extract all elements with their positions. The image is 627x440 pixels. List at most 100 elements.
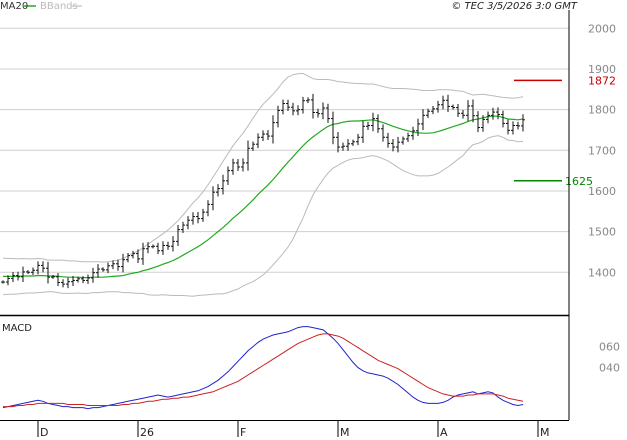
price-bar [231,158,235,175]
price-bars [1,93,525,289]
price-bar [381,124,385,142]
price-bar [246,140,250,171]
price-bar [46,261,50,284]
price-bar [236,159,240,171]
price-bar [321,102,325,120]
price-bar [26,270,30,275]
price-tick-2000: 2000 [588,22,616,35]
price-bar [276,105,280,128]
price-bar [471,99,475,123]
price-bar [466,100,470,122]
price-bar [16,271,20,281]
price-bar [446,94,450,112]
price-bar [431,105,435,115]
copyright-text: © TEC 3/5/2026 3:0 GMT [451,1,578,12]
price-bar [91,267,95,283]
price-bar [81,276,85,284]
price-bar [1,280,5,284]
price-bar [411,126,415,140]
macd-axis-ticks: 060 040 [599,341,620,375]
bollinger-bands [2,72,524,297]
price-bar [456,103,460,117]
price-bar [506,119,510,135]
price-tick-1400: 1400 [588,266,616,279]
macd-label: MACD [2,323,32,334]
signal-line [3,333,524,408]
price-bar [371,112,375,132]
price-bar [496,107,500,120]
price-bar [376,114,380,133]
bbands-lower [2,135,524,297]
price-bar [301,96,305,114]
price-bar [416,118,420,136]
price-bar [216,184,220,197]
price-bar [461,109,465,119]
price-bar [131,250,135,259]
price-bar [126,252,130,263]
price-bar [406,132,410,142]
price-bar [271,115,275,144]
price-bar [31,267,35,276]
bbands-upper [2,72,524,263]
price-bar [191,212,195,225]
price-bar [176,225,180,246]
price-bar [361,120,365,143]
price-bar [481,115,485,132]
time-axis: D 26 F M A M [37,420,550,439]
ma20-legend: MA20 [0,1,28,12]
time-label-F: F [240,426,246,439]
price-bar [161,241,165,255]
price-bar [286,99,290,111]
price-bar [66,277,70,289]
price-bar [336,132,340,153]
price-bar [61,279,65,288]
price-bar [171,236,175,252]
time-label-A: A [440,426,448,439]
price-bar [451,104,455,110]
resistance-label: 1872 [588,74,616,87]
price-bar [426,108,430,118]
price-bar [266,130,270,141]
price-bar [346,139,350,151]
price-bar [146,242,150,254]
price-bar [521,114,525,132]
price-bar [241,158,245,172]
price-bar [436,100,440,113]
price-bar [261,130,265,141]
macd-line [2,326,524,410]
price-bar [21,266,25,283]
time-label-M: M [540,426,550,439]
price-bar [181,221,185,233]
price-axis-ticks: 2000 1900 1800 1700 1600 1500 1400 [588,22,616,279]
price-bar [291,102,295,116]
price-tick-1700: 1700 [588,144,616,157]
ma20-line [3,115,524,279]
support-label: 1625 [565,175,593,188]
price-bar [486,111,490,124]
price-bar [396,136,400,153]
macd-tick-060: 060 [599,341,620,354]
price-bar [356,133,360,146]
price-bar [201,208,205,222]
price-bar [256,133,260,149]
price-bar [71,276,75,287]
price-bar [491,107,495,120]
price-bar [96,264,100,278]
price-bar [311,93,315,119]
price-bar [421,109,425,131]
price-bar [316,108,320,118]
price-bar [211,186,215,211]
price-bar [331,111,335,145]
price-bar [221,174,225,195]
time-label-M: M [340,426,350,439]
bbands-legend: BBands [40,1,78,12]
price-bar [206,200,210,217]
price-levels: 1872 1625 [514,74,616,188]
price-bar [151,244,155,249]
price-bar [121,253,125,273]
price-bar [156,242,160,255]
price-bar [141,242,145,265]
macd-tick-040: 040 [599,362,620,375]
price-bar [186,216,190,230]
